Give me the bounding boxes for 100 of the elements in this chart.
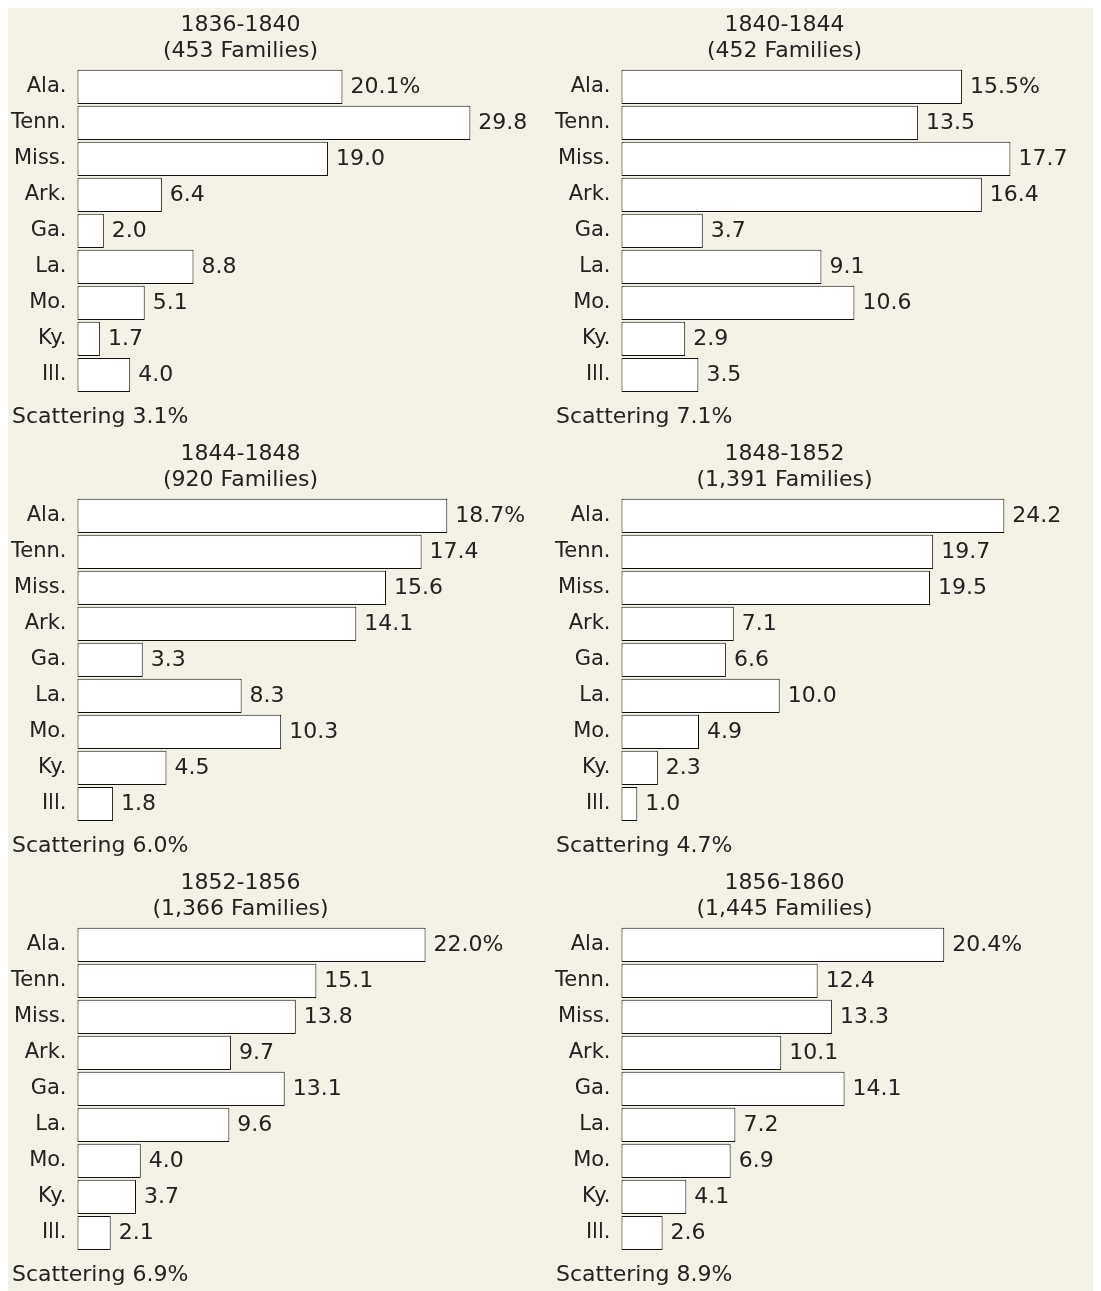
data-label: 4.9 [707,717,742,743]
text: Scattering 6.0% [12,831,189,857]
data-label: 13.5 [926,108,976,134]
data-label: 7.2 [743,1110,779,1136]
y-tick-label: Tenn. [9,538,67,563]
data-label: 4.5 [174,753,210,779]
data-label: 22.0% [433,930,504,956]
chart-subtitle: (453 Families) [162,37,319,63]
data-label: 13.3 [839,1002,889,1028]
data-label: 4.0 [148,1146,184,1172]
chart-title: 1844-1848 [180,439,301,465]
data-label: 19.0 [335,144,385,170]
data-label: 20.1% [350,72,421,98]
data-label: 2.1 [118,1218,154,1244]
y-tick-label: Mo. [29,289,67,314]
y-tick-label: Ala. [570,73,611,98]
y-tick-label: Mo. [29,1147,67,1172]
chart-title: 1836-1840 [180,10,301,36]
y-tick-label: Ala. [570,931,611,956]
data-label: 4.0 [138,360,174,386]
chart-subtitle: (920 Families) [162,466,319,492]
data-label: 2.0 [111,216,147,242]
data-label: 20.4% [952,930,1023,956]
data-label: 10.0 [787,681,837,707]
chart-title: 1852-1856 [180,868,301,894]
y-tick-label: Ga. [30,217,67,242]
data-label: 19.7 [941,537,991,563]
y-tick-label: Ark. [568,181,611,206]
data-label: 12.4 [825,966,875,992]
y-tick-label: Ill. [585,1219,611,1244]
y-tick-label: Tenn. [9,109,67,134]
data-label: 3.3 [150,645,186,671]
y-tick-label: La. [35,682,67,707]
y-tick-label: Ark. [24,610,67,635]
data-label: 4.1 [694,1182,730,1208]
y-tick-label: Ky. [582,325,611,350]
y-tick-label: Miss. [557,1003,611,1028]
data-label: 15.1 [324,966,374,992]
y-tick-label: Ky. [582,1183,611,1208]
data-label: 5.1 [152,288,188,314]
y-tick-label: Ark. [24,1039,67,1064]
data-label: 10.3 [289,717,339,743]
y-tick-label: Ga. [574,646,611,671]
data-label: 10.6 [862,288,912,314]
data-label: 24.2 [1012,501,1062,527]
y-tick-label: Ala. [26,73,67,98]
data-label: 14.1 [364,609,414,635]
y-tick-label: Miss. [557,145,611,170]
data-label: 18.7% [455,501,526,527]
chart-subtitle: (1,445 Families) [696,895,873,921]
chart-title: 1856-1860 [724,868,845,894]
y-tick-label: Ill. [585,790,611,815]
data-label: 1.0 [645,789,681,815]
data-label: 9.7 [238,1038,274,1064]
y-tick-label: Ga. [574,217,611,242]
data-label: 8.3 [249,681,285,707]
y-tick-label: Ill. [41,1219,67,1244]
y-tick-label: Ala. [26,931,67,956]
y-tick-label: Ga. [30,646,67,671]
y-tick-label: La. [579,1111,611,1136]
y-tick-label: Tenn. [9,967,67,992]
y-tick-label: La. [35,1111,67,1136]
chart-title: 1848-1852 [724,439,845,465]
chart-subtitle: (452 Families) [706,37,863,63]
data-label: 1.7 [107,324,143,350]
y-tick-label: Ga. [574,1075,611,1100]
y-tick-label: Miss. [13,574,67,599]
chart-subtitle: (1,366 Families) [152,895,329,921]
data-label: 17.4 [429,537,479,563]
data-label: 10.1 [789,1038,839,1064]
y-tick-label: Mo. [573,718,611,743]
y-tick-label: Miss. [13,1003,67,1028]
text: Scattering 6.9% [12,1260,189,1286]
y-tick-label: Mo. [573,1147,611,1172]
data-label: 13.1 [292,1074,342,1100]
data-label: 1.8 [121,789,157,815]
data-label: 8.8 [201,252,237,278]
y-tick-label: Mo. [29,718,67,743]
data-label: 3.7 [710,216,746,242]
data-label: 3.5 [706,360,742,386]
y-tick-label: Ill. [41,790,67,815]
data-label: 2.9 [693,324,729,350]
data-label: 2.3 [665,753,701,779]
y-tick-label: Ky. [38,1183,67,1208]
data-label: 2.6 [670,1218,706,1244]
y-tick-label: Tenn. [553,109,611,134]
y-tick-label: Ala. [570,502,611,527]
y-tick-label: Mo. [573,289,611,314]
text: Scattering 4.7% [556,831,733,857]
y-tick-label: Tenn. [553,967,611,992]
data-label: 19.5 [937,573,987,599]
y-tick-label: La. [579,682,611,707]
chart-subtitle: (1,391 Families) [696,466,873,492]
y-tick-label: Ky. [38,325,67,350]
data-label: 9.6 [237,1110,273,1136]
y-tick-label: Ill. [41,361,67,386]
data-label: 6.6 [733,645,769,671]
y-tick-label: Tenn. [553,538,611,563]
y-tick-label: Ala. [26,502,67,527]
chart-title: 1840-1844 [724,10,845,36]
